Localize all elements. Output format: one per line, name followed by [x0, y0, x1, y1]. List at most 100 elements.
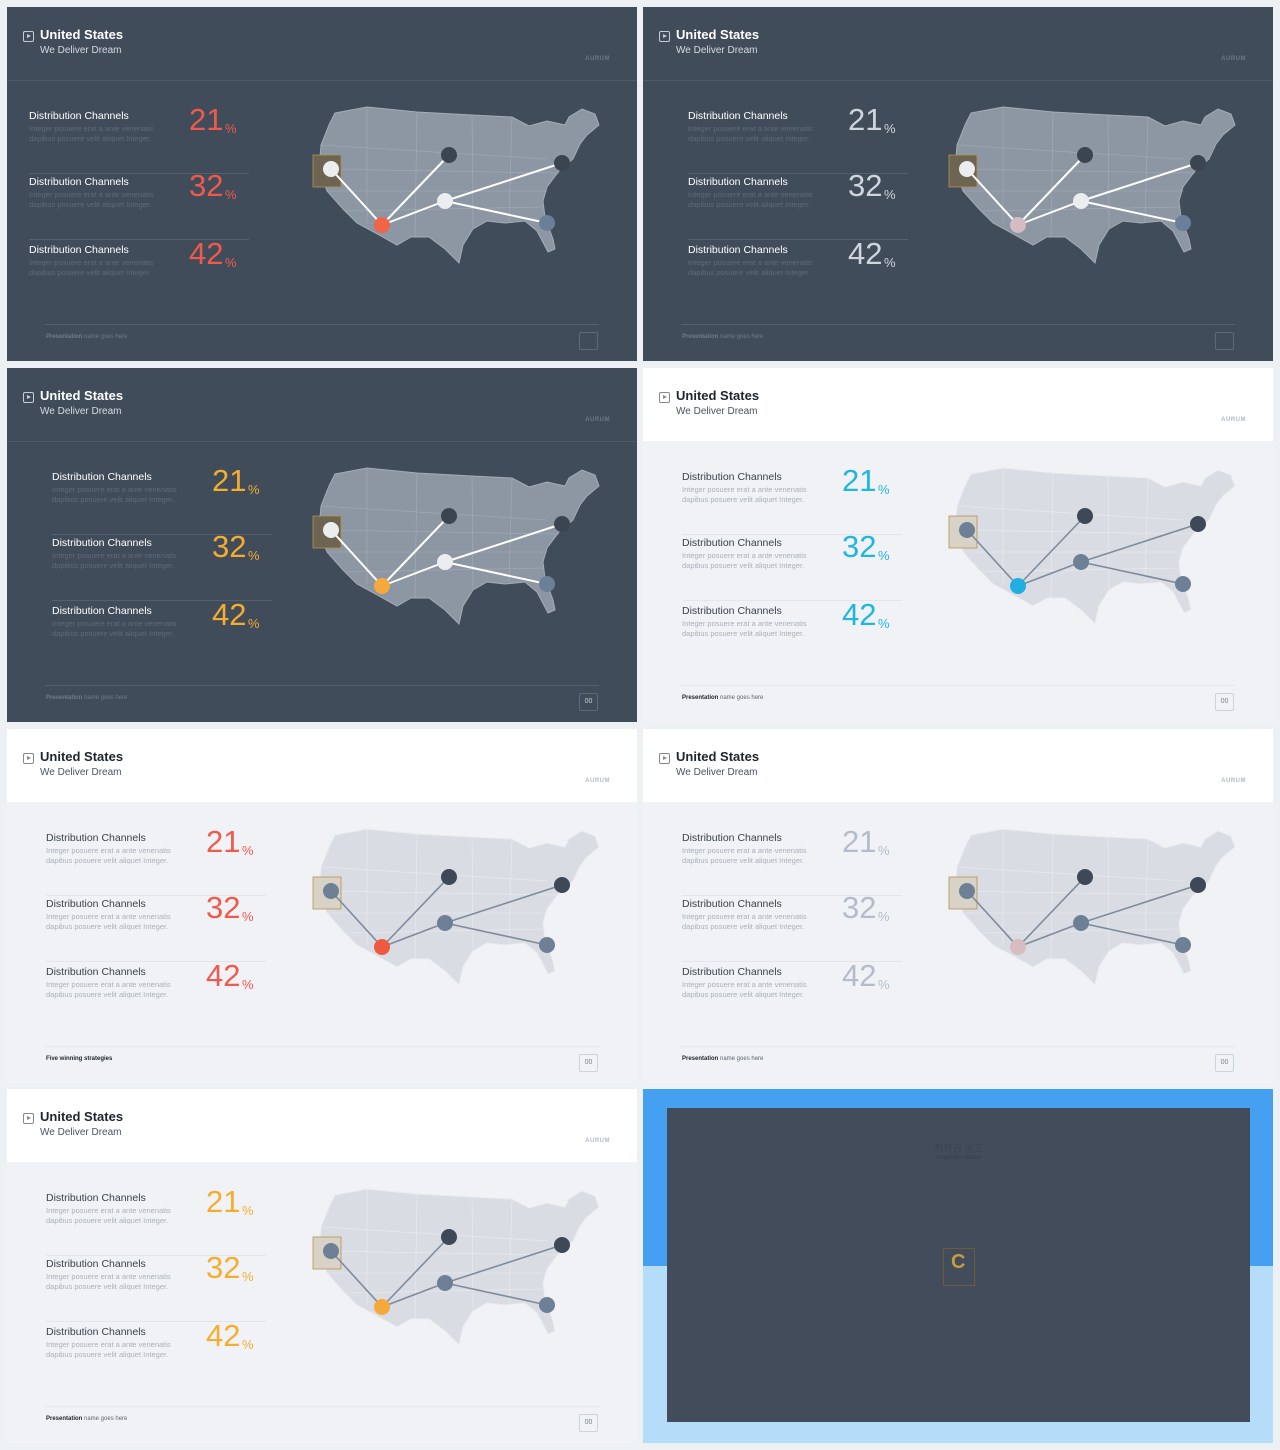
slide-5[interactable]: United States We Deliver Dream AURUM Dis…: [7, 729, 637, 1083]
footer-rest: name goes here: [718, 334, 764, 340]
route-line: [381, 876, 450, 948]
stat-item: Distribution Channels Integer posuere er…: [46, 824, 266, 896]
footer-bold: Presentation: [682, 695, 719, 701]
state-border: [320, 144, 548, 160]
copyright-subtitle: Copyright Notice: [936, 1155, 981, 1161]
state-border: [508, 1198, 513, 1304]
copyright-slide[interactable]: 저작권 공고 Copyright Notice C: [643, 1089, 1273, 1443]
stat-item: Distribution Channels Integer posuere er…: [46, 1184, 266, 1256]
city-marker: [437, 915, 453, 931]
state-border: [1144, 838, 1149, 944]
route-line: [1017, 154, 1086, 226]
play-icon: [23, 31, 34, 42]
route-line: [1017, 515, 1086, 587]
hub-marker: [374, 939, 390, 955]
brand-label: AURUM: [585, 56, 610, 62]
state-border: [980, 567, 1180, 573]
logo-letter: C: [951, 1251, 966, 1273]
footer-bold: Presentation: [682, 334, 719, 340]
city-marker: [1190, 155, 1206, 171]
footer-divider: [681, 324, 1235, 325]
us-map-graphic: [312, 106, 600, 264]
slide-title: United States: [676, 27, 760, 42]
route-line: [1017, 200, 1082, 226]
state-border: [344, 1288, 544, 1294]
stat-unit: %: [884, 121, 896, 136]
city-marker: [1077, 869, 1093, 885]
stat-item: Distribution Channels Integer posuere er…: [52, 463, 272, 535]
stat-value: 21: [848, 102, 883, 137]
stat-item: Distribution Channels Integer posuere er…: [682, 958, 902, 1030]
state-border: [508, 477, 513, 583]
stat-unit: %: [225, 121, 237, 136]
stat-label: Distribution Channels: [46, 1192, 146, 1204]
slide-1[interactable]: United States We Deliver Dream AURUM Dis…: [7, 7, 637, 361]
stat-value: 21: [842, 463, 877, 498]
page-number: [1215, 332, 1234, 350]
route-line: [330, 890, 383, 948]
state-border: [508, 838, 513, 944]
city-marker: [1073, 554, 1089, 570]
page-number: [579, 332, 598, 350]
slide-subtitle: We Deliver Dream: [676, 406, 758, 417]
route-line: [966, 529, 1019, 587]
slide-6[interactable]: United States We Deliver Dream AURUM Dis…: [643, 729, 1273, 1083]
stat-description: Integer posuere erat a ante venenatis da…: [46, 1340, 171, 1359]
city-marker: [1175, 576, 1191, 592]
brand-label: AURUM: [1221, 778, 1246, 784]
footer-text: Presentation name goes here: [682, 1056, 763, 1062]
stat-unit: %: [878, 482, 890, 497]
state-border: [344, 928, 544, 934]
route-line: [444, 1282, 548, 1306]
stat-unit: %: [884, 187, 896, 202]
slide-4[interactable]: United States We Deliver Dream AURUM Dis…: [643, 368, 1273, 722]
state-border: [414, 472, 418, 599]
stat-label: Distribution Channels: [682, 898, 782, 910]
route-line: [1080, 162, 1199, 202]
brand-label: AURUM: [585, 1138, 610, 1144]
state-border: [344, 567, 544, 573]
stat-value: 42: [842, 958, 877, 993]
stat-unit: %: [242, 977, 254, 992]
route-line: [1017, 876, 1086, 948]
stat-item: Distribution Channels Integer posuere er…: [682, 824, 902, 896]
slide-7[interactable]: United States We Deliver Dream AURUM Dis…: [7, 1089, 637, 1443]
city-marker: [539, 1297, 555, 1313]
stat-unit: %: [225, 187, 237, 202]
copyright-panel: 저작권 공고 Copyright Notice C: [667, 1108, 1250, 1422]
city-marker: [441, 1229, 457, 1245]
state-border: [980, 206, 1180, 212]
slide-subtitle: We Deliver Dream: [676, 45, 758, 56]
us-outline: [318, 467, 600, 625]
state-border: [954, 529, 1196, 535]
stat-label: Distribution Channels: [52, 537, 152, 549]
stat-label: Distribution Channels: [688, 176, 788, 188]
footer-divider: [681, 685, 1235, 686]
slide-title: United States: [676, 388, 760, 403]
city-marker: [1073, 915, 1089, 931]
state-border: [320, 866, 548, 882]
us-outline: [318, 106, 600, 264]
footer-rest: name goes here: [82, 1416, 128, 1422]
stat-description: Integer posuere erat a ante venenatis da…: [688, 124, 813, 143]
slide-subtitle: We Deliver Dream: [40, 1127, 122, 1138]
slide-3[interactable]: United States We Deliver Dream AURUM Dis…: [7, 368, 637, 722]
divider: [682, 600, 902, 601]
slide-2[interactable]: United States We Deliver Dream AURUM Dis…: [643, 7, 1273, 361]
stat-unit: %: [225, 255, 237, 270]
stat-item: Distribution Channels Integer posuere er…: [682, 463, 902, 535]
city-marker: [539, 937, 555, 953]
stat-label: Distribution Channels: [29, 110, 129, 122]
route-line: [330, 1250, 383, 1308]
divider: [688, 239, 908, 240]
city-marker: [437, 1275, 453, 1291]
slide-header: United States We Deliver Dream AURUM: [643, 7, 1273, 81]
stat-value: 32: [206, 1250, 241, 1285]
stat-item: Distribution Channels Integer posuere er…: [29, 102, 249, 174]
footer-text: Presentation name goes here: [46, 1416, 127, 1422]
route-line: [381, 561, 446, 587]
city-marker: [1175, 215, 1191, 231]
state-border: [414, 833, 418, 960]
stat-label: Distribution Channels: [688, 244, 788, 256]
slide-header: United States We Deliver Dream AURUM: [7, 1089, 637, 1162]
